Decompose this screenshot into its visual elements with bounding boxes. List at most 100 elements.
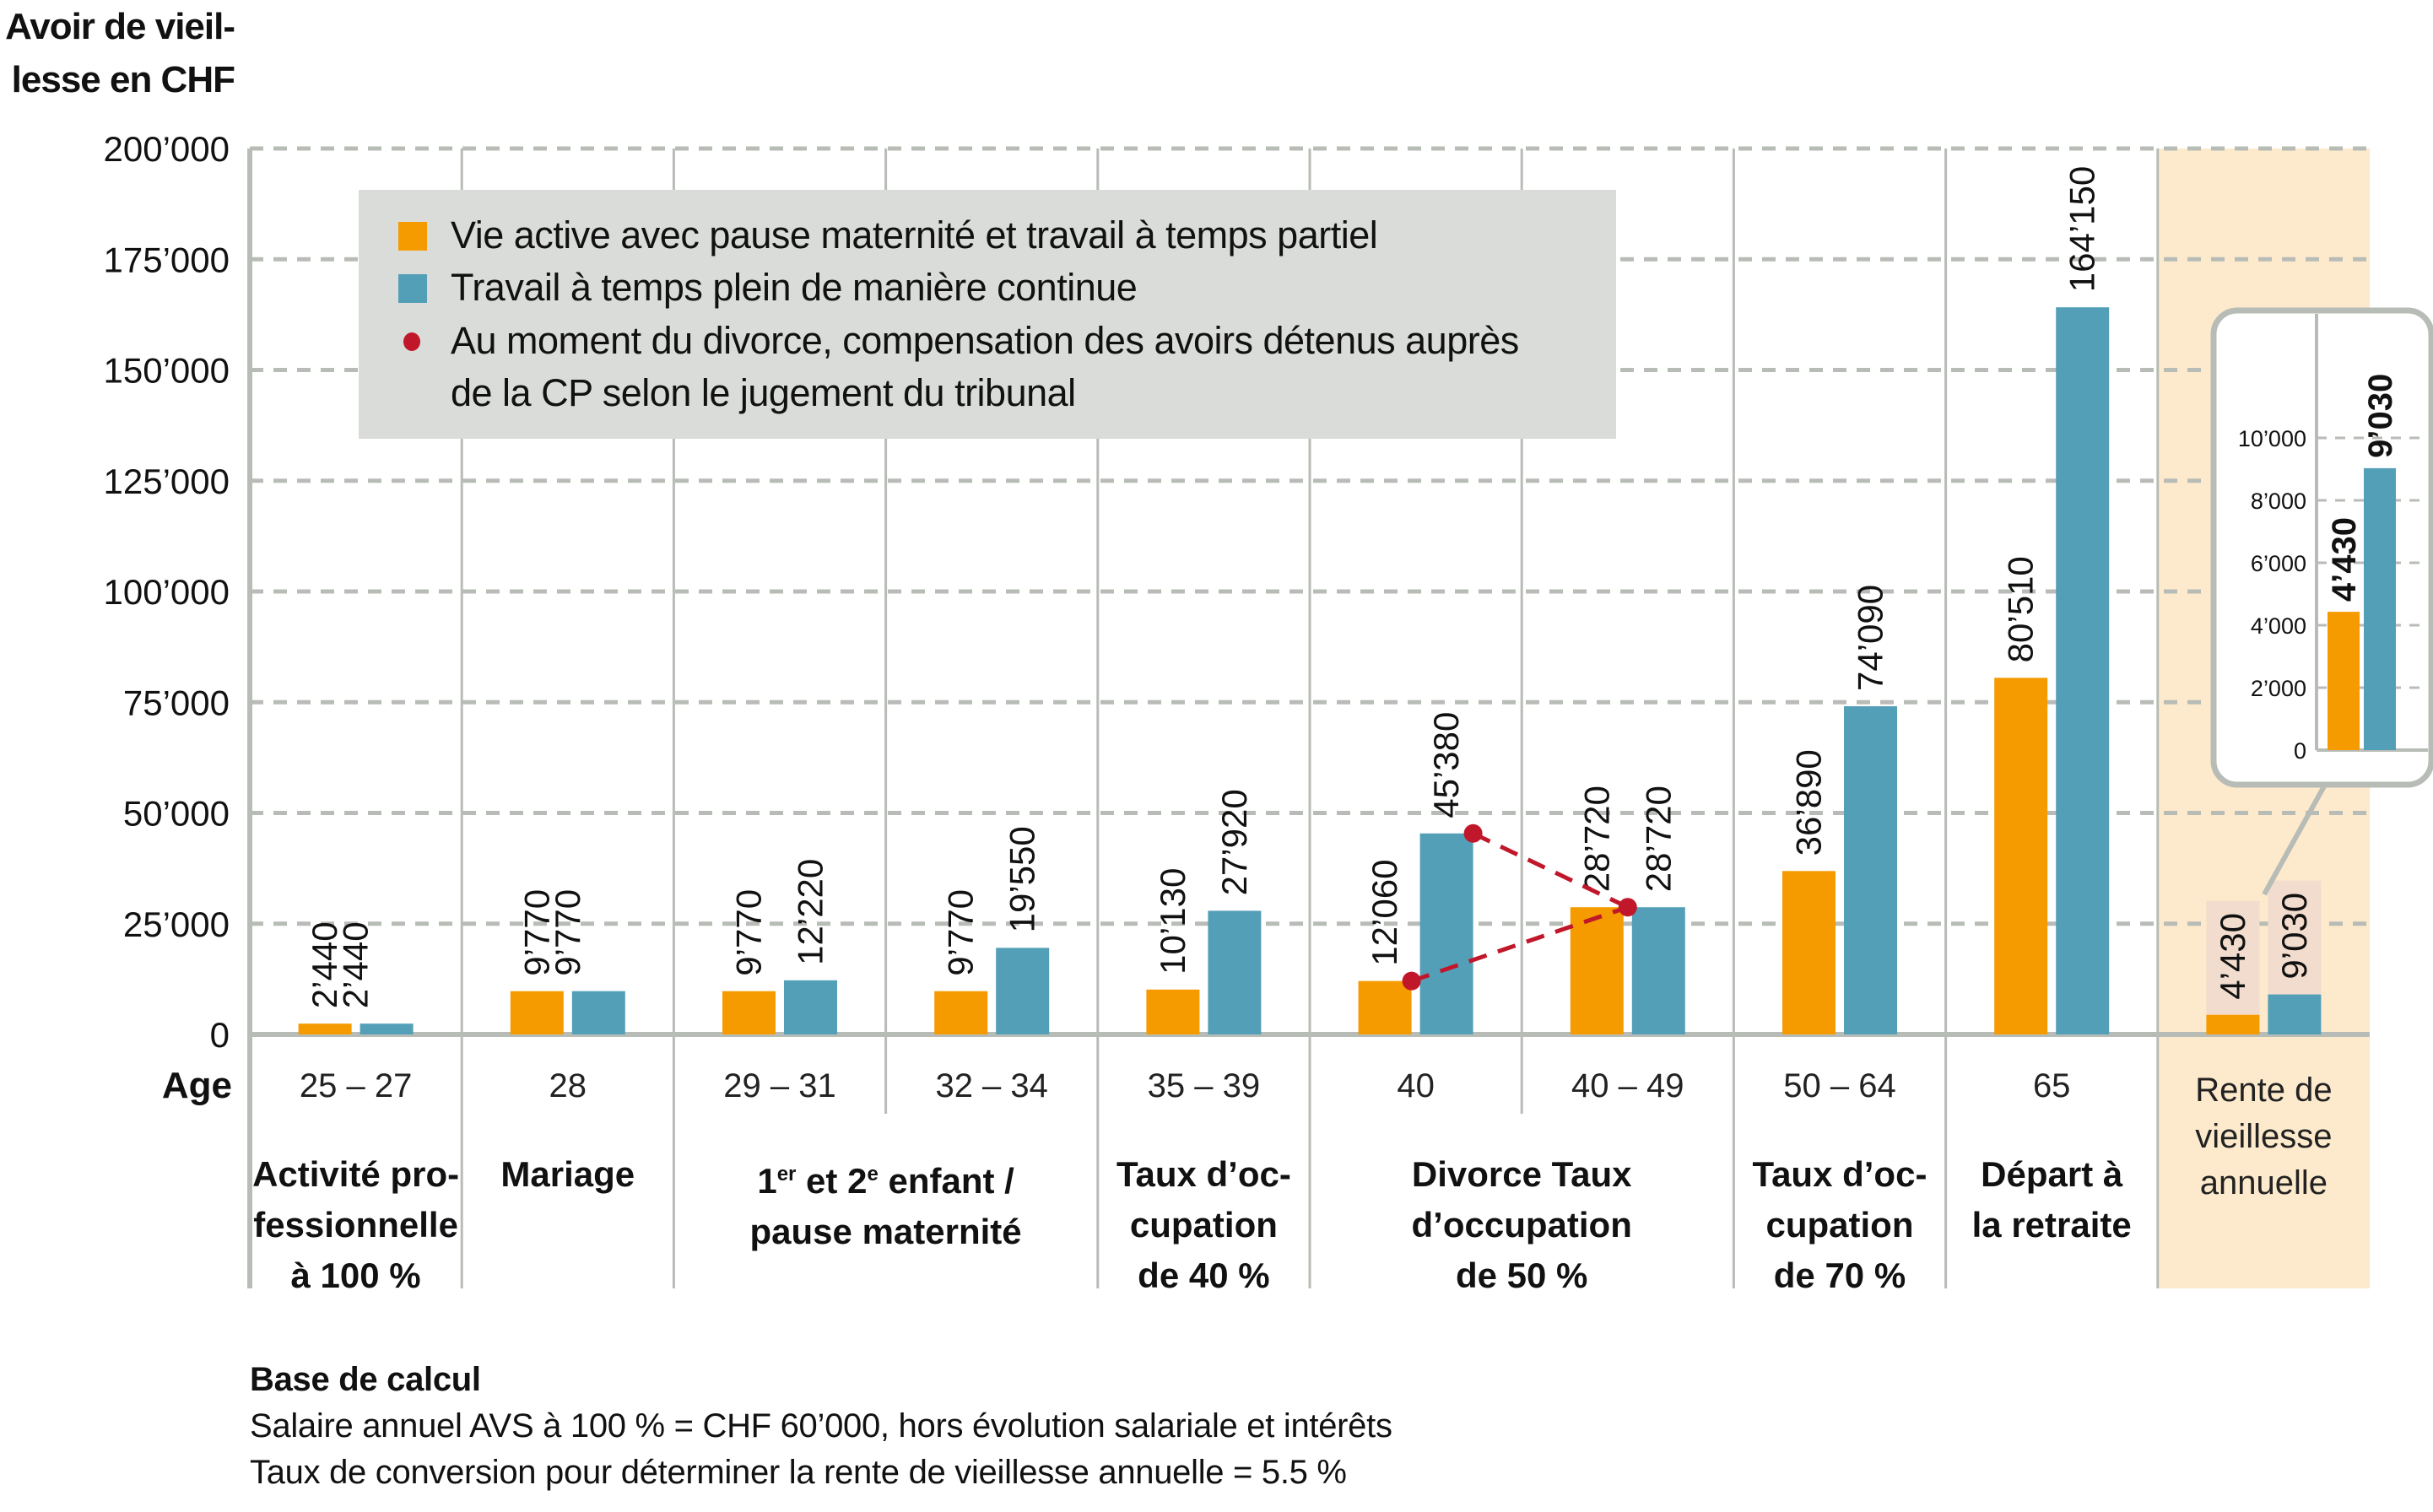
footer-line-1: Salaire annuel AVS à 100 % = CHF 60’000,… bbox=[250, 1407, 1392, 1444]
inset-bar-value-label: 9’030 bbox=[2362, 374, 2399, 458]
age-label: 40 – 49 bbox=[1522, 1067, 1733, 1105]
divorce-compensation-dot bbox=[1463, 824, 1483, 843]
y-tick-label: 125’000 bbox=[104, 462, 230, 501]
bar-value-label: 9’030 bbox=[2274, 893, 2314, 980]
footer-line-2: Taux de conversion pour déterminer la re… bbox=[250, 1454, 1347, 1491]
y-tick-label: 50’000 bbox=[123, 794, 230, 834]
bar-value-label: 9’770 bbox=[548, 889, 587, 976]
bar-value-label: 4’430 bbox=[2213, 913, 2252, 1000]
bar-value-label: 28’720 bbox=[1576, 786, 1616, 892]
age-label: 28 bbox=[462, 1067, 673, 1105]
event-label-line: cupation bbox=[1129, 1205, 1278, 1245]
event-label-line: 1er et 2e enfant / bbox=[757, 1161, 1014, 1201]
y-tick-label: 200’000 bbox=[104, 129, 230, 169]
y-tick-label: 100’000 bbox=[104, 572, 230, 612]
category-label-line: Rente de bbox=[2195, 1072, 2333, 1109]
event-label-line: de 70 % bbox=[1773, 1256, 1906, 1295]
bar-value-label: 12’060 bbox=[1365, 860, 1404, 966]
event-label-line: Mariage bbox=[500, 1154, 635, 1194]
category-label-line: 29 – 31 bbox=[723, 1067, 836, 1104]
bar-value-label: 10’130 bbox=[1153, 868, 1192, 975]
bar-fulltime bbox=[1208, 910, 1262, 1034]
value-label-background bbox=[2268, 880, 2322, 995]
event-label-line: Taux d’oc- bbox=[1116, 1154, 1291, 1194]
event-label-line: Activité pro- bbox=[252, 1154, 460, 1194]
event-label-line: Taux d’oc- bbox=[1752, 1154, 1927, 1194]
bar-partial bbox=[1146, 989, 1200, 1034]
category-label-rente: Rente de vieillesse annuelle bbox=[2158, 1067, 2370, 1207]
event-label-line: de 50 % bbox=[1455, 1256, 1588, 1295]
bar-fulltime bbox=[1631, 907, 1685, 1034]
event-label-line: de 40 % bbox=[1138, 1256, 1270, 1295]
bar-value-label: 9’770 bbox=[516, 889, 556, 976]
y-tick-label: 0 bbox=[210, 1015, 230, 1055]
age-label: 65 bbox=[1946, 1067, 2158, 1105]
event-label-line: pause maternité bbox=[749, 1212, 1022, 1251]
category-label-line: 65 bbox=[2032, 1067, 2071, 1104]
bar-value-label: 2’440 bbox=[305, 921, 344, 1008]
bar-value-label: 45’380 bbox=[1426, 712, 1466, 818]
bar-value-label: 164’150 bbox=[2063, 166, 2102, 292]
legend-swatch-blue bbox=[398, 274, 427, 303]
bar-value-label: 12’220 bbox=[791, 859, 830, 965]
bar-value-label: 9’770 bbox=[729, 889, 769, 976]
legend: Vie active avec pause maternité et trava… bbox=[359, 190, 1616, 439]
event-label-line: à 100 % bbox=[290, 1256, 421, 1295]
legend-label-divorce-line-1: Au moment du divorce, compensation des a… bbox=[451, 319, 1519, 362]
legend-label-partial: Vie active avec pause maternité et trava… bbox=[451, 213, 1378, 256]
legend-label-divorce-line-2: de la CP selon le jugement du tribunal bbox=[451, 371, 1076, 414]
bar-value-label: 9’770 bbox=[941, 889, 981, 976]
bar-partial bbox=[298, 1023, 352, 1034]
footer: Base de calcul Salaire annuel AVS à 100 … bbox=[250, 1357, 1392, 1496]
footer-heading: Base de calcul bbox=[250, 1361, 481, 1398]
divorce-compensation-line bbox=[1410, 904, 1629, 984]
inset-y-tick-label: 4’000 bbox=[2251, 613, 2306, 639]
bar-partial bbox=[1570, 907, 1624, 1034]
event-label: Mariage bbox=[462, 1149, 673, 1200]
event-label-line: la retraite bbox=[1971, 1205, 2132, 1245]
y-axis-title-line-1: Avoir de vieil- bbox=[5, 6, 235, 47]
bar-partial bbox=[2206, 1014, 2260, 1034]
inset-y-tick-label: 6’000 bbox=[2251, 551, 2306, 576]
bar-value-label: 80’510 bbox=[2001, 556, 2041, 662]
legend-label-fulltime: Travail à temps plein de manière continu… bbox=[451, 266, 1138, 309]
legend-swatch-orange bbox=[398, 222, 427, 251]
bar-partial bbox=[722, 991, 776, 1034]
age-label: 29 – 31 bbox=[673, 1067, 885, 1105]
legend-red-dot-icon bbox=[403, 332, 420, 351]
y-tick-label: 25’000 bbox=[123, 904, 230, 944]
bar-fulltime bbox=[571, 991, 625, 1034]
y-axis-title-line-2: lesse en CHF bbox=[11, 59, 235, 100]
bar-partial bbox=[510, 991, 564, 1034]
bar-partial bbox=[934, 991, 988, 1034]
bar-fulltime bbox=[2056, 307, 2110, 1034]
category-label-line: vieillesse bbox=[2195, 1118, 2333, 1155]
bar-value-label: 28’720 bbox=[1638, 786, 1678, 892]
event-label: Taux d’oc-cupation de 40 % bbox=[1098, 1149, 1310, 1301]
bar-partial bbox=[1358, 980, 1412, 1034]
category-label-line: 40 – 49 bbox=[1571, 1067, 1684, 1104]
inset-y-tick-label: 10’000 bbox=[2238, 426, 2306, 451]
event-label: Taux d’oc-cupation de 70 % bbox=[1733, 1149, 1945, 1301]
event-label: Divorce Taux d’occupation de 50 % bbox=[1310, 1149, 1733, 1301]
inset-y-tick-label: 2’000 bbox=[2251, 676, 2306, 701]
inset-bar-value-label: 4’430 bbox=[2326, 517, 2363, 602]
bar-fulltime bbox=[996, 948, 1050, 1034]
event-label-line: d’occupation bbox=[1411, 1205, 1632, 1245]
bar-fulltime bbox=[1419, 833, 1473, 1034]
inset-bar-partial bbox=[2328, 612, 2360, 750]
bar-value-label: 2’440 bbox=[336, 921, 376, 1008]
bar-fulltime bbox=[2268, 994, 2322, 1034]
category-label-line: 40 bbox=[1397, 1067, 1435, 1104]
category-label-line: 50 – 64 bbox=[1783, 1067, 1896, 1104]
bar-fulltime bbox=[784, 980, 837, 1034]
event-label-line: fessionnelle bbox=[253, 1205, 458, 1245]
age-label: 32 – 34 bbox=[886, 1067, 1098, 1105]
divorce-compensation-dot bbox=[1402, 971, 1421, 991]
event-label-line: cupation bbox=[1765, 1205, 1914, 1245]
bar-value-label: 27’920 bbox=[1214, 789, 1254, 895]
category-label-line: 25 – 27 bbox=[299, 1067, 413, 1104]
y-tick-label: 150’000 bbox=[104, 351, 230, 391]
bar-fulltime bbox=[1844, 706, 1897, 1034]
